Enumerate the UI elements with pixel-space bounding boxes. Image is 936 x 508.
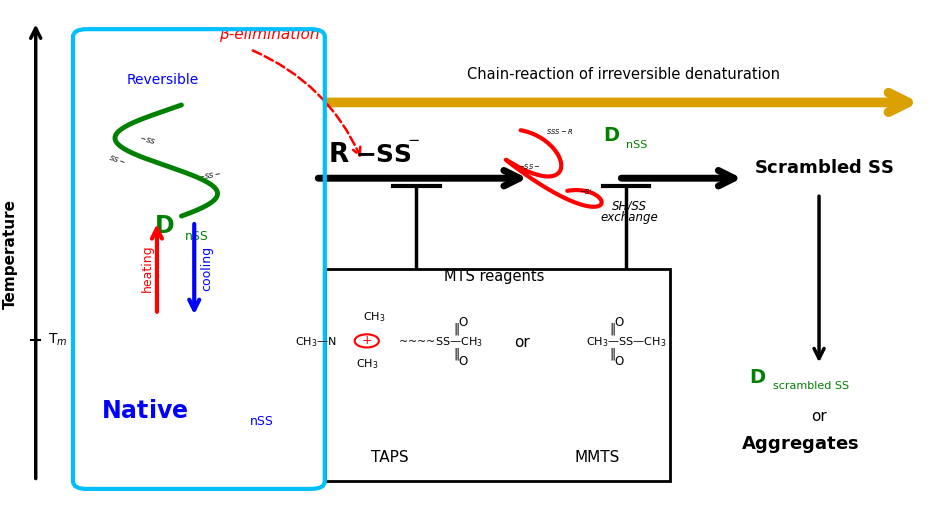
Text: CH$_3$: CH$_3$ xyxy=(355,357,377,371)
Text: +: + xyxy=(361,334,372,347)
Text: O: O xyxy=(613,355,622,368)
Text: CH$_3$—SS—CH$_3$: CH$_3$—SS—CH$_3$ xyxy=(585,335,665,350)
Text: β-elimination: β-elimination xyxy=(218,27,319,42)
Text: heating: heating xyxy=(141,244,154,292)
Text: MMTS: MMTS xyxy=(574,450,619,465)
Text: $\mathbf{D}$: $\mathbf{D}$ xyxy=(154,214,174,238)
Text: $\mathbf{D}$: $\mathbf{D}$ xyxy=(602,126,619,145)
Text: $\mathbf{-SS}$: $\mathbf{-SS}$ xyxy=(354,143,411,168)
FancyBboxPatch shape xyxy=(325,269,669,482)
Text: CH$_3$: CH$_3$ xyxy=(362,310,385,324)
Text: ‖: ‖ xyxy=(608,322,615,335)
Text: Reversible: Reversible xyxy=(126,73,198,87)
Text: $_{-SS-}$: $_{-SS-}$ xyxy=(518,162,540,172)
Text: nSS: nSS xyxy=(250,415,274,428)
Text: $_{SS-}$: $_{SS-}$ xyxy=(107,153,127,168)
Text: Temperature: Temperature xyxy=(3,199,18,309)
Text: $\mathbf{R}$: $\mathbf{R}$ xyxy=(328,142,349,169)
Text: or: or xyxy=(811,409,826,424)
Text: $\mathbf{Native}$: $\mathbf{Native}$ xyxy=(101,399,188,423)
Text: Chain-reaction of irreversible denaturation: Chain-reaction of irreversible denaturat… xyxy=(466,67,779,82)
Text: $_{SSS-R}$: $_{SSS-R}$ xyxy=(546,126,573,137)
Text: exchange: exchange xyxy=(600,211,658,224)
Text: T$_m$: T$_m$ xyxy=(48,332,67,348)
Text: ~~~~SS—CH$_3$: ~~~~SS—CH$_3$ xyxy=(398,335,483,350)
Text: O: O xyxy=(458,315,467,329)
Text: SH/SS: SH/SS xyxy=(611,200,647,212)
Text: $\mathbf{Aggregates}$: $\mathbf{Aggregates}$ xyxy=(740,434,858,456)
Text: or: or xyxy=(513,335,529,350)
Text: MTS reagents: MTS reagents xyxy=(444,269,544,284)
Text: cooling: cooling xyxy=(199,245,212,291)
Text: $_{-S'}$: $_{-S'}$ xyxy=(578,187,592,198)
Text: TAPS: TAPS xyxy=(371,450,408,465)
Text: $\mathbf{Scrambled\ SS}$: $\mathbf{Scrambled\ SS}$ xyxy=(753,159,893,177)
Text: nSS: nSS xyxy=(625,140,647,150)
Text: CH$_3$—N: CH$_3$—N xyxy=(295,335,337,350)
Text: $\mathbf{D}$: $\mathbf{D}$ xyxy=(748,368,766,387)
Text: scrambled SS: scrambled SS xyxy=(772,382,849,391)
Text: O: O xyxy=(458,355,467,368)
Text: $^{-}$: $^{-}$ xyxy=(406,137,419,157)
Text: ‖: ‖ xyxy=(453,322,459,335)
Text: $\mathbf{D'}_{(n-1)SS}$: $\mathbf{D'}_{(n-1)SS}$ xyxy=(453,278,531,301)
Text: ‖: ‖ xyxy=(453,347,459,361)
Text: nSS: nSS xyxy=(184,230,209,243)
Text: $_{-SS}$: $_{-SS}$ xyxy=(138,133,157,147)
Text: $_{-SS-}$: $_{-SS-}$ xyxy=(197,169,223,183)
Text: O: O xyxy=(613,315,622,329)
Text: ‖: ‖ xyxy=(608,347,615,361)
